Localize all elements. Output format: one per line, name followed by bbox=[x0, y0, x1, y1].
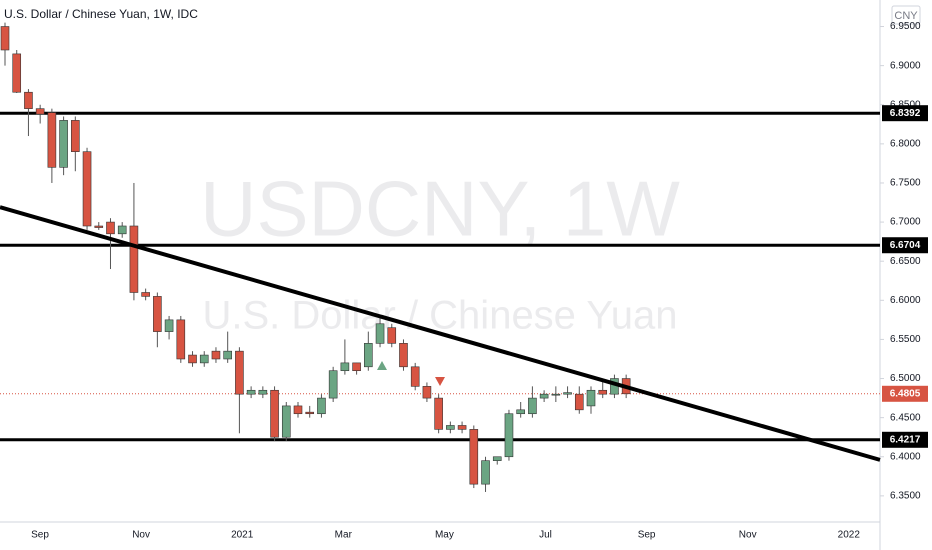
candle-body bbox=[35, 108, 45, 115]
candle-body bbox=[340, 362, 350, 372]
candle-body bbox=[586, 389, 596, 407]
candle-body bbox=[176, 319, 186, 360]
y-tick-label: 6.3500 bbox=[890, 491, 921, 502]
chart-title: U.S. Dollar / Chinese Yuan, 1W, IDC bbox=[4, 7, 198, 21]
y-tick-label: 6.9000 bbox=[890, 60, 921, 71]
candle-body bbox=[516, 409, 525, 415]
candle-body bbox=[352, 362, 361, 372]
candle-body bbox=[422, 386, 432, 399]
y-tick-label: 6.5000 bbox=[890, 373, 921, 384]
watermark-subtitle: U.S. Dollar / Chinese Yuan bbox=[202, 294, 677, 338]
candle-body bbox=[164, 319, 174, 332]
last-price-box bbox=[882, 385, 928, 402]
candle-body bbox=[129, 225, 139, 293]
candle-body bbox=[446, 425, 455, 430]
candle-body bbox=[317, 397, 326, 415]
buy-signal bbox=[377, 361, 387, 370]
level-label-box bbox=[882, 105, 928, 122]
candle-body bbox=[246, 389, 256, 395]
last-price-label: 6.4805 bbox=[890, 388, 921, 399]
candle-body bbox=[24, 91, 33, 109]
candle-body bbox=[399, 343, 408, 368]
candle-body bbox=[328, 370, 338, 399]
candle-body bbox=[528, 397, 537, 415]
currency: CNY bbox=[894, 10, 918, 22]
candle-body bbox=[106, 221, 115, 235]
candle-body bbox=[12, 53, 22, 93]
y-tick-label: 6.8500 bbox=[890, 99, 921, 110]
candle-body bbox=[47, 112, 57, 168]
candle-body bbox=[188, 354, 197, 364]
y-tick-label: 6.5500 bbox=[890, 334, 921, 345]
candle-body bbox=[223, 350, 232, 360]
trendline bbox=[0, 205, 881, 462]
candle-body bbox=[375, 323, 385, 344]
y-tick-label: 6.7000 bbox=[890, 217, 921, 228]
candle-body bbox=[0, 26, 10, 51]
watermark: USDCNY, 1W bbox=[200, 165, 680, 253]
candle-body bbox=[457, 425, 467, 430]
candle-body bbox=[387, 327, 397, 344]
x-tick-label: 2021 bbox=[231, 530, 254, 541]
x-tick-label: Jul bbox=[539, 530, 552, 541]
candle-body bbox=[434, 397, 443, 430]
y-tick-label: 6.6500 bbox=[890, 256, 921, 267]
candle-body bbox=[293, 405, 303, 415]
x-tick-label: 2022 bbox=[838, 530, 861, 541]
y-tick-label: 6.9500 bbox=[890, 21, 921, 32]
x-tick-label: Nov bbox=[739, 530, 757, 541]
candle-body bbox=[235, 350, 244, 395]
candle-body bbox=[270, 389, 279, 438]
sell-signal bbox=[435, 377, 445, 386]
candle-body bbox=[410, 366, 420, 387]
candle-body bbox=[141, 292, 150, 297]
x-tick-label: Sep bbox=[638, 530, 656, 541]
candle-body bbox=[364, 343, 373, 368]
candle-body bbox=[504, 413, 514, 458]
candle-body bbox=[59, 120, 68, 168]
candle-body bbox=[551, 393, 561, 396]
candle-body bbox=[199, 354, 209, 364]
level-label-box bbox=[882, 431, 928, 448]
candle-body bbox=[469, 429, 479, 485]
x-tick-label: Mar bbox=[335, 530, 353, 541]
candle-body bbox=[82, 151, 92, 227]
level-label: 6.8392 bbox=[890, 108, 921, 119]
candle-body bbox=[539, 393, 549, 399]
candle-body bbox=[598, 389, 608, 395]
candle-body bbox=[211, 350, 221, 360]
candle-body bbox=[481, 460, 490, 485]
candle-body bbox=[71, 120, 80, 152]
y-tick-label: 6.8000 bbox=[890, 138, 921, 149]
candle-body bbox=[492, 456, 502, 461]
level-label-box bbox=[882, 237, 928, 254]
candle-body bbox=[117, 225, 127, 235]
level-label: 6.6704 bbox=[890, 240, 921, 251]
candle-body bbox=[94, 225, 104, 228]
x-tick-label: Sep bbox=[31, 530, 49, 541]
currency-box bbox=[891, 5, 921, 25]
y-tick-label: 6.4000 bbox=[890, 451, 921, 462]
candle-body bbox=[153, 296, 162, 332]
y-tick-label: 6.4500 bbox=[890, 412, 921, 423]
candle-body bbox=[563, 392, 572, 395]
candle-body bbox=[305, 411, 315, 415]
level-label: 6.4217 bbox=[890, 434, 921, 445]
candle-body bbox=[258, 389, 268, 395]
candle-body bbox=[281, 405, 291, 438]
y-tick-label: 6.6000 bbox=[890, 295, 921, 306]
x-tick-label: Nov bbox=[132, 530, 150, 541]
x-tick-label: May bbox=[435, 530, 454, 541]
candle-body bbox=[574, 393, 584, 411]
y-tick-label: 6.7500 bbox=[890, 178, 921, 189]
